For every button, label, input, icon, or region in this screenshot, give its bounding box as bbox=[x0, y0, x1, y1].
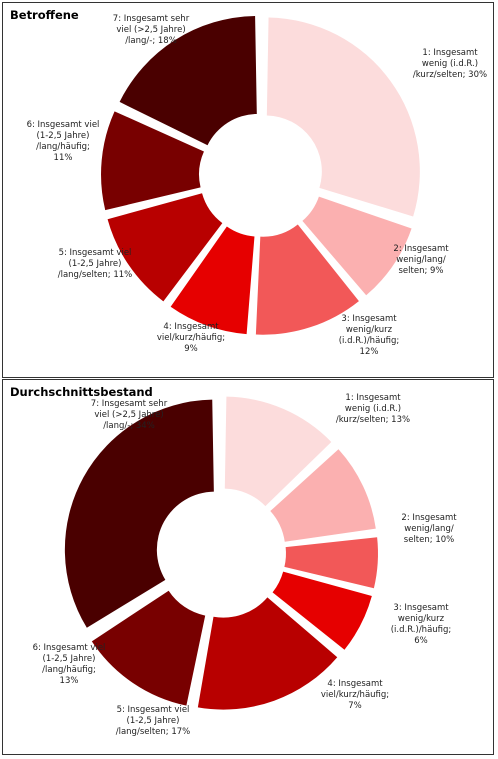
donut-slice-2 bbox=[302, 196, 412, 296]
donut-slice-5 bbox=[107, 193, 223, 302]
slice-label-1: 1: Insgesamt wenig (i.d.R.)/kurz/selten; … bbox=[336, 393, 410, 425]
slice-label-1: 1: Insgesamt wenig (i.d.R.)/kurz/selten; … bbox=[413, 48, 487, 80]
donut-slice-6 bbox=[101, 111, 204, 211]
donut-chart: 1: Insgesamt wenig (i.d.R.)/kurz/selten; … bbox=[27, 14, 488, 357]
donut-slice-3 bbox=[255, 224, 359, 335]
donut-slice-5 bbox=[197, 597, 338, 710]
donut-slice-3 bbox=[284, 537, 378, 589]
slice-label-4: 4: Insgesamt viel/kurz/häufig; 9% bbox=[157, 322, 225, 354]
slice-label-4: 4: Insgesamt viel/kurz/häufig; 7% bbox=[321, 679, 389, 711]
slice-label-5: 5: Insgesamt viel (1-2,5 Jahre)/lang/selt… bbox=[58, 248, 133, 280]
slice-label-7: 7: Insgesamt sehr viel (>2,5 Jahre)/lang/… bbox=[113, 14, 190, 46]
slice-label-6: 6: Insgesamt viel (1-2,5 Jahre)/lang/häuf… bbox=[27, 120, 100, 163]
slice-label-3: 3: Insgesamt wenig/kurz (i.d.R.)/häufig; 12… bbox=[339, 314, 400, 357]
slice-label-3: 3: Insgesamt wenig/kurz (i.d.R.)/häufig; 6% bbox=[391, 603, 452, 646]
chart-title: Durchschnittsbestand bbox=[10, 385, 153, 399]
slice-label-5: 5: Insgesamt viel (1-2,5 Jahre)/lang/selt… bbox=[116, 705, 191, 737]
chart-panel-betroffene: Betroffene 1: Insgesamt wenig (i.d.R.)/ku… bbox=[2, 2, 494, 378]
slice-label-2: 2: Insgesamt wenig/lang/selten; 10% bbox=[401, 513, 457, 545]
donut-slice-4 bbox=[272, 571, 372, 650]
donut-chart: 1: Insgesamt wenig (i.d.R.)/kurz/selten; … bbox=[33, 393, 458, 737]
donut-slice-2 bbox=[270, 449, 376, 542]
donut-slice-4 bbox=[170, 226, 255, 335]
donut-slice-7 bbox=[119, 15, 257, 146]
chart-title: Betroffene bbox=[10, 8, 79, 22]
donut-slice-6 bbox=[91, 590, 206, 706]
chart-panel-durchschnittsbestand: Durchschnittsbestand 1: Insgesamt wenig (… bbox=[2, 379, 494, 755]
slice-label-2: 2: Insgesamt wenig/lang/selten; 9% bbox=[393, 244, 449, 276]
donut-slice-1 bbox=[224, 396, 332, 507]
donut-slice-7 bbox=[64, 399, 214, 628]
donut-slice-1 bbox=[266, 17, 420, 217]
slice-label-7: 7: Insgesamt sehr viel (>2,5 Jahre)/lang/… bbox=[91, 399, 168, 431]
slice-label-6: 6: Insgesamt viel (1-2,5 Jahre)/lang/häuf… bbox=[33, 643, 106, 686]
